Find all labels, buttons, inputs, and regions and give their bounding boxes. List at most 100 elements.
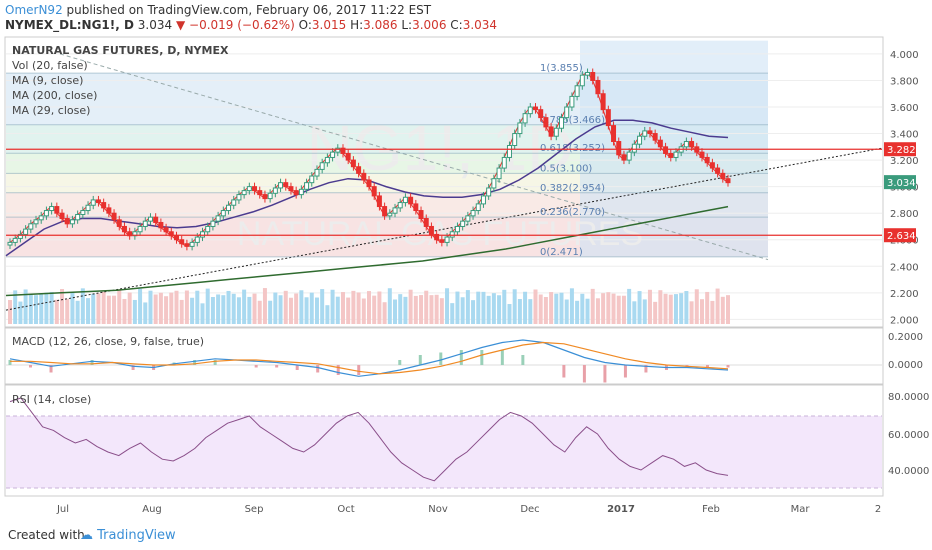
candle-body [95,199,101,204]
volume-bar [65,298,70,324]
volume-bar [164,296,169,324]
volume-bar [190,297,195,324]
candle-body [631,143,637,153]
volume-bar [153,294,158,324]
price-tick: 3.200 [890,156,919,167]
signal-line [10,341,729,375]
time-tick: Sep [245,504,264,515]
volume-bar [590,288,595,324]
candle-body [569,95,575,108]
chart-canvas[interactable]: NG1!, 1D NATURAL GAS FUTURES 1(3.855) 0.7… [0,0,932,522]
volume-bar [143,302,148,324]
candle-body [288,186,294,192]
rsi-band [6,416,882,488]
ohlc-line: NYMEX_DL:NG1!, D 3.034 ▼ −0.019 (−0.62%)… [5,18,497,32]
candle-body [272,187,278,194]
volume-bar [502,289,507,324]
candle-body [564,106,570,119]
time-tick: 2 [875,504,881,515]
candle-body [371,186,377,197]
price-change: −0.019 (−0.62%) [189,18,295,32]
candle-body [111,212,117,221]
candles [7,68,731,251]
candle-body [605,109,611,127]
candle-body [439,239,445,243]
volume-bar [34,295,39,324]
legend-ma29: MA (29, close) [12,104,90,117]
candle-body [54,206,60,214]
down-triangle-icon: ▼ [175,18,186,32]
volume-bar [335,296,340,324]
price-tick: 2.400 [890,262,919,273]
candle-body [38,215,44,221]
fib-label: 0.5(3.100) [540,163,592,174]
macd-panel[interactable] [4,327,884,385]
price-tick: 3.600 [890,103,919,114]
volume-bar [393,299,398,324]
volume-bar [408,289,413,324]
publish-line: OmerN92 published on TradingView.com, Fe… [5,3,431,17]
volume-bar [434,294,439,324]
candle-body [173,235,179,241]
volume-bar [481,291,486,324]
candle-body [137,225,143,233]
volume-bar [314,297,319,324]
candle-body [184,243,190,247]
volume-bar [367,291,371,324]
author-link[interactable]: OmerN92 [5,3,63,17]
candle-body [579,74,585,87]
price-label: 3.034 [887,178,916,189]
candle-body [652,133,658,141]
close-label: C: [450,18,463,32]
candle-body [715,167,721,174]
volume-bar [304,297,309,324]
volume-bar [340,292,345,324]
time-tick: Oct [337,504,354,515]
candle-body [158,221,164,229]
candle-body [75,214,81,221]
volume-bar [455,291,460,324]
candle-body [376,195,382,208]
candle-body [397,202,403,209]
volume-bar [8,300,12,324]
macd-tick-zero: 0.0000 [888,360,923,371]
candle-body [90,199,96,206]
volume-bar [673,294,678,324]
candle-body [106,207,112,214]
candle-body [147,216,153,222]
volume-bar [705,291,710,324]
footer: Created with ☁ TradingView [0,522,932,550]
volume-bar [424,290,429,324]
volume-bar [476,291,481,324]
candle-body [210,220,216,227]
volume-bar [684,291,689,324]
candle-body [28,223,34,230]
volume-bar [621,295,626,324]
volume-bar [575,300,580,324]
chart-header: OmerN92 published on TradingView.com, Fe… [0,0,932,36]
volume-bar [325,305,330,324]
candle-body [69,219,75,225]
candle-body [657,139,663,148]
candle-body [241,190,247,196]
candle-body [309,175,315,184]
volume-bar [122,298,127,324]
high-value: 3.086 [363,18,398,32]
volume-bar [127,292,132,324]
watermark-ticker: NG1!, 1D [307,112,574,184]
volume-bar [216,294,221,324]
candle-body [501,156,507,169]
volume-bar [694,289,699,324]
tradingview-logo[interactable]: ☁ TradingView [80,528,176,543]
price-tick: 2.000 [890,315,919,326]
fib-label: 0.236(2.770) [540,207,605,218]
rsi-indicator [9,397,729,482]
candle-body [532,106,538,111]
volume-bar [403,296,408,324]
candle-body [49,206,55,212]
candle-body [314,168,320,177]
volume-bar [398,294,403,324]
volume-bar [715,288,720,324]
candle-body [553,127,559,137]
volume-bar [351,290,356,324]
